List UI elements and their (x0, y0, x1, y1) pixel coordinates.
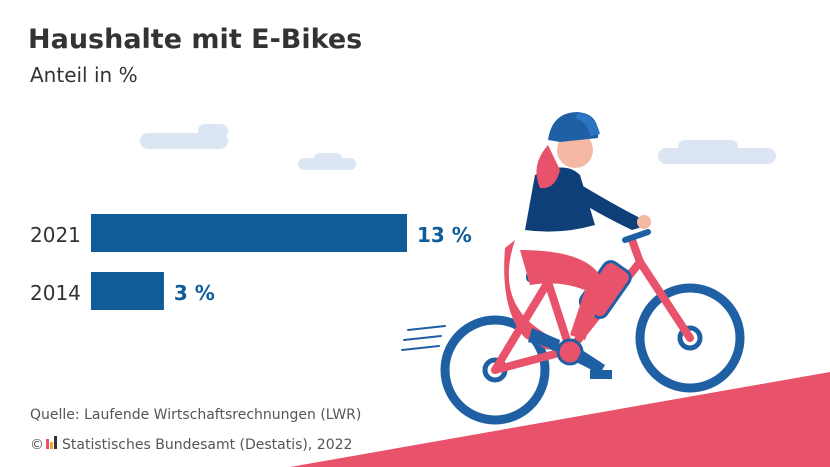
bar-2021 (91, 214, 407, 252)
chart-subtitle: Anteil in % (30, 63, 138, 87)
value-label-2014: 3 % (174, 281, 215, 305)
bar-2014 (91, 272, 164, 310)
publisher-note: Statistisches Bundesamt (Destatis), 2022 (62, 437, 352, 453)
cloud-icon (140, 124, 228, 149)
destatis-logo-icon (46, 436, 57, 449)
bar-group: 2021 2014 13 % 3 % (30, 214, 472, 310)
bike-wheels (440, 283, 745, 425)
cyclist-illustration (401, 112, 745, 425)
cloud-icon (298, 153, 356, 170)
category-label-2014: 2014 (30, 281, 81, 305)
copyright-symbol: © (30, 437, 44, 453)
chart-title: Haushalte mit E-Bikes (28, 24, 362, 55)
speed-lines (401, 325, 446, 351)
cloud-icon (658, 140, 776, 164)
value-label-2021: 13 % (417, 223, 472, 247)
category-label-2021: 2021 (30, 223, 81, 247)
slope-shape (290, 372, 830, 467)
source-note: Quelle: Laufende Wirtschaftsrechnungen (… (30, 407, 361, 423)
